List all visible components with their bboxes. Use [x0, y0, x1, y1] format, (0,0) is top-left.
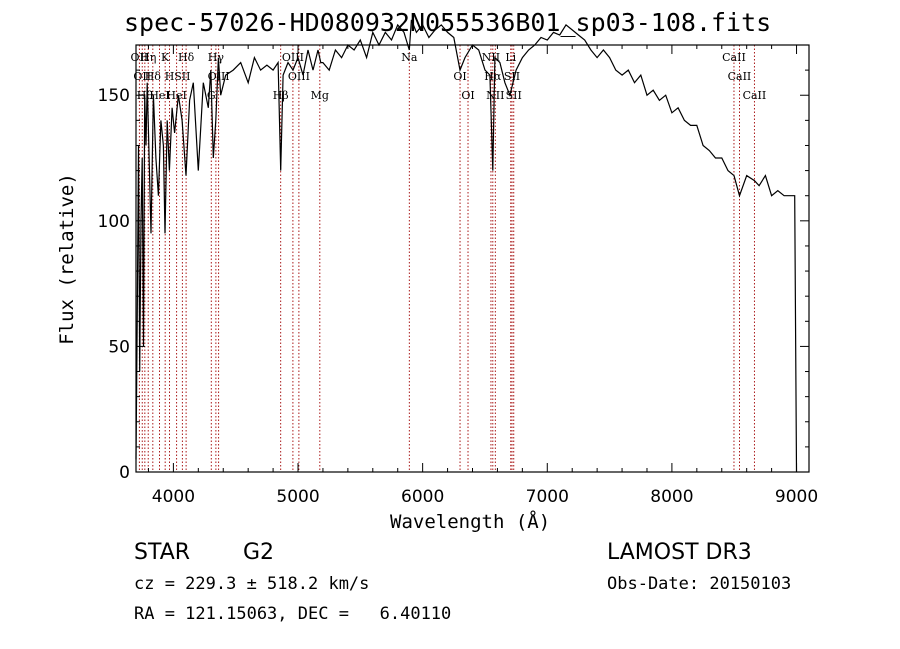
line-marker-label-14: Hβ	[273, 89, 289, 102]
y-tick-label-3: 150	[98, 86, 130, 106]
line-marker-label-20: OI	[461, 89, 474, 102]
line-marker-label-18: Na	[401, 51, 418, 64]
chart-title: spec-57026-HD080932N055536B01_sp03-108.f…	[124, 8, 772, 37]
x-tick-label-1: 5000	[276, 487, 319, 507]
survey-label: LAMOST DR3	[607, 540, 752, 565]
line-marker-label-10: SII	[174, 70, 190, 83]
line-marker-label-28: CaII	[728, 70, 752, 83]
x-tick-label-5: 9000	[775, 487, 818, 507]
x-tick-label-4: 8000	[650, 487, 693, 507]
line-marker-label-0: OII	[131, 51, 149, 64]
y-tick-label-1: 50	[108, 337, 130, 357]
line-marker-label-1: OII	[133, 70, 151, 83]
line-marker-label-8: HeI	[166, 89, 186, 102]
redshift-text: cz = 229.3 ± 518.2 km/s	[134, 574, 370, 594]
x-tick-label-2: 6000	[401, 487, 444, 507]
spectral-line-markers	[138, 45, 755, 472]
line-marker-label-7: H	[165, 70, 175, 83]
obs-date: Obs-Date: 20150103	[607, 574, 792, 594]
line-marker-label-17: Mg	[311, 89, 329, 102]
line-marker-label-16: OIII	[288, 70, 310, 83]
line-marker-label-25: SII	[504, 70, 520, 83]
y-axis-ticks: 0 50 100 150	[98, 69, 809, 483]
coordinates: RA = 121.15063, DEC = 6.40110	[134, 604, 452, 624]
y-axis-label: Flux (relative)	[56, 173, 78, 345]
y-tick-label-2: 100	[98, 212, 130, 232]
x-axis-ticks: 4000 5000 6000 7000 8000 9000	[147, 45, 818, 507]
line-marker-label-6: K	[161, 51, 170, 64]
x-axis-label: Wavelength (Å)	[390, 511, 551, 533]
y-tick-label-0: 0	[119, 463, 130, 483]
object-class: STAR	[134, 540, 191, 565]
object-subclass: G2	[243, 540, 275, 565]
spectrum-line	[135, 19, 798, 473]
line-marker-label-23: NII	[486, 89, 504, 102]
plot-frame	[135, 44, 810, 473]
line-marker-label-3: Hη	[140, 51, 156, 64]
line-marker-label-5: HeI	[149, 89, 169, 102]
line-marker-label-21: NII	[482, 51, 500, 64]
x-tick-label-0: 4000	[152, 487, 195, 507]
line-marker-label-12: Hγ	[208, 51, 225, 64]
line-marker-label-9: Hδ	[178, 51, 195, 64]
line-marker-label-19: OI	[453, 70, 466, 83]
line-marker-label-15: OIII	[282, 51, 304, 64]
line-marker-label-29: CaII	[743, 89, 767, 102]
line-marker-label-4: Hδ	[145, 70, 162, 83]
line-marker-label-27: CaII	[722, 51, 746, 64]
line-marker-label-26: SII	[506, 89, 522, 102]
line-marker-label-24: Li	[505, 51, 516, 64]
spectral-line-labels: OIIOIIHθHηHδHeIKHHeIHδSIIGHγOIIIHβOIIIOI…	[131, 51, 767, 102]
x-tick-label-3: 7000	[526, 487, 569, 507]
